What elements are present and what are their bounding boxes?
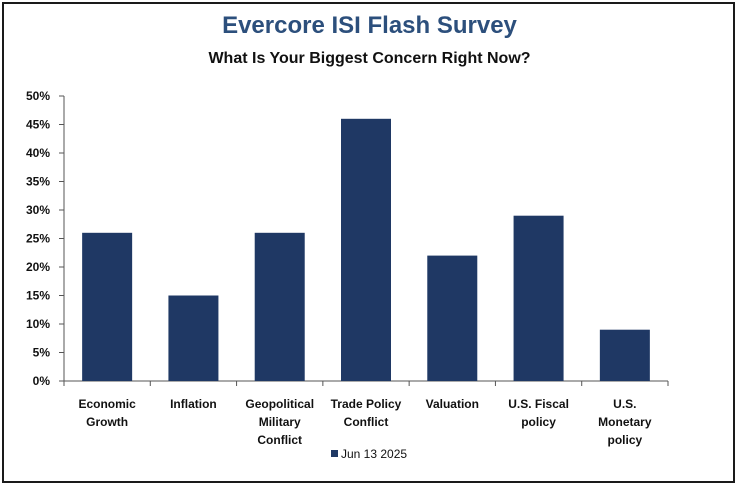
y-tick-label: 40% (26, 146, 50, 160)
bar (599, 329, 650, 381)
bar (341, 118, 391, 382)
y-tick-label: 35% (26, 175, 50, 189)
x-category-label: U.S. Monetary policy (598, 397, 652, 447)
y-tick-label: 10% (26, 317, 50, 331)
bar (254, 232, 305, 381)
legend-label: Jun 13 2025 (341, 447, 407, 461)
bar (427, 255, 478, 381)
y-tick-label: 25% (26, 232, 50, 246)
legend-swatch (331, 450, 338, 457)
y-tick-label: 20% (26, 260, 50, 274)
x-category-label: Geopolitical Military Conflict (245, 397, 314, 447)
x-category-label: U.S. Fiscal policy (508, 397, 569, 429)
y-tick-label: 45% (26, 118, 50, 132)
x-category-label: Economic Growth (78, 397, 136, 429)
y-tick-label: 5% (33, 346, 51, 360)
bar (513, 215, 564, 381)
x-category-label: Inflation (170, 397, 217, 411)
x-category-label: Valuation (426, 397, 479, 411)
y-tick-label: 0% (33, 374, 51, 388)
y-tick-label: 50% (26, 89, 50, 103)
bar (82, 232, 133, 381)
y-tick-label: 30% (26, 203, 50, 217)
y-tick-label: 15% (26, 289, 50, 303)
chart-title: Evercore ISI Flash Survey (222, 12, 517, 39)
chart-subtitle: What Is Your Biggest Concern Right Now? (208, 50, 531, 67)
bar (168, 295, 219, 381)
x-category-label: Trade Policy Conflict (331, 397, 402, 429)
